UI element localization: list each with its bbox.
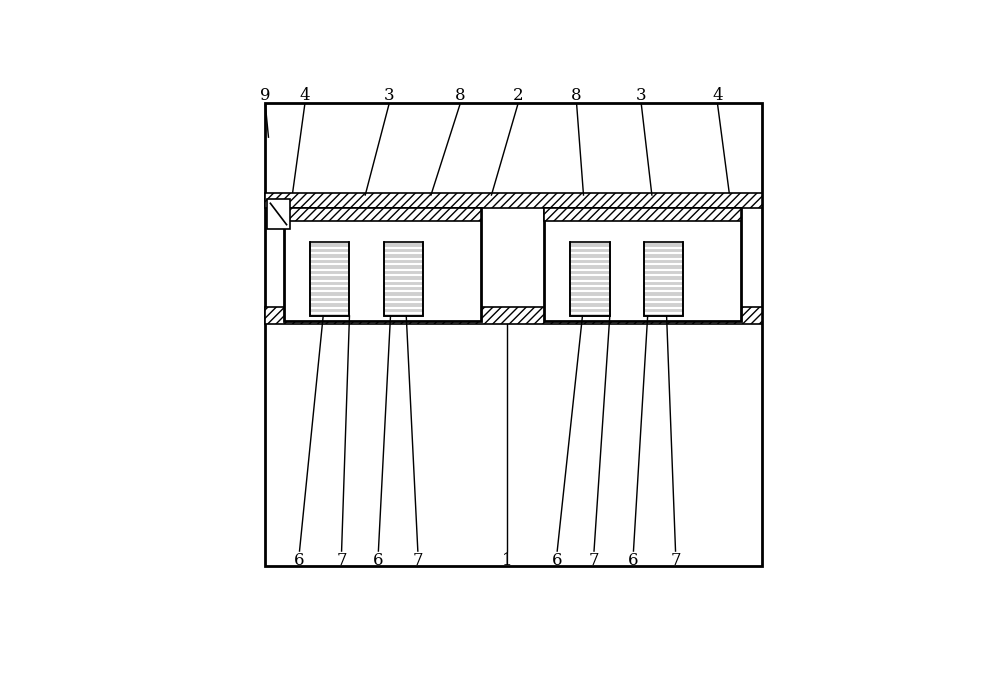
Text: 6: 6 bbox=[628, 552, 639, 569]
Bar bbox=[265, 103, 762, 566]
Bar bbox=[384, 242, 423, 316]
Bar bbox=[310, 242, 349, 316]
Text: 6: 6 bbox=[294, 552, 305, 569]
Bar bbox=[384, 242, 423, 316]
Bar bbox=[265, 307, 762, 324]
Text: 8: 8 bbox=[571, 87, 582, 104]
Text: 4: 4 bbox=[299, 87, 310, 104]
Text: 9: 9 bbox=[260, 87, 271, 104]
Bar bbox=[267, 199, 290, 229]
Text: 3: 3 bbox=[384, 87, 394, 104]
Text: 6: 6 bbox=[373, 552, 384, 569]
Bar bbox=[544, 208, 741, 221]
Bar bbox=[284, 208, 481, 321]
Text: 7: 7 bbox=[413, 552, 423, 569]
Text: 3: 3 bbox=[636, 87, 647, 104]
Bar bbox=[544, 208, 741, 321]
Text: 6: 6 bbox=[552, 552, 562, 569]
Bar bbox=[310, 242, 349, 316]
Bar bbox=[644, 242, 683, 316]
Text: 8: 8 bbox=[455, 87, 465, 104]
Bar bbox=[570, 242, 610, 316]
Text: 1: 1 bbox=[502, 552, 513, 569]
Bar bbox=[284, 208, 481, 221]
Text: 7: 7 bbox=[670, 552, 681, 569]
Bar bbox=[265, 193, 762, 208]
Text: 7: 7 bbox=[336, 552, 347, 569]
Text: 4: 4 bbox=[712, 87, 723, 104]
Text: 2: 2 bbox=[512, 87, 523, 104]
Text: 7: 7 bbox=[589, 552, 599, 569]
Bar bbox=[644, 242, 683, 316]
Bar bbox=[570, 242, 610, 316]
